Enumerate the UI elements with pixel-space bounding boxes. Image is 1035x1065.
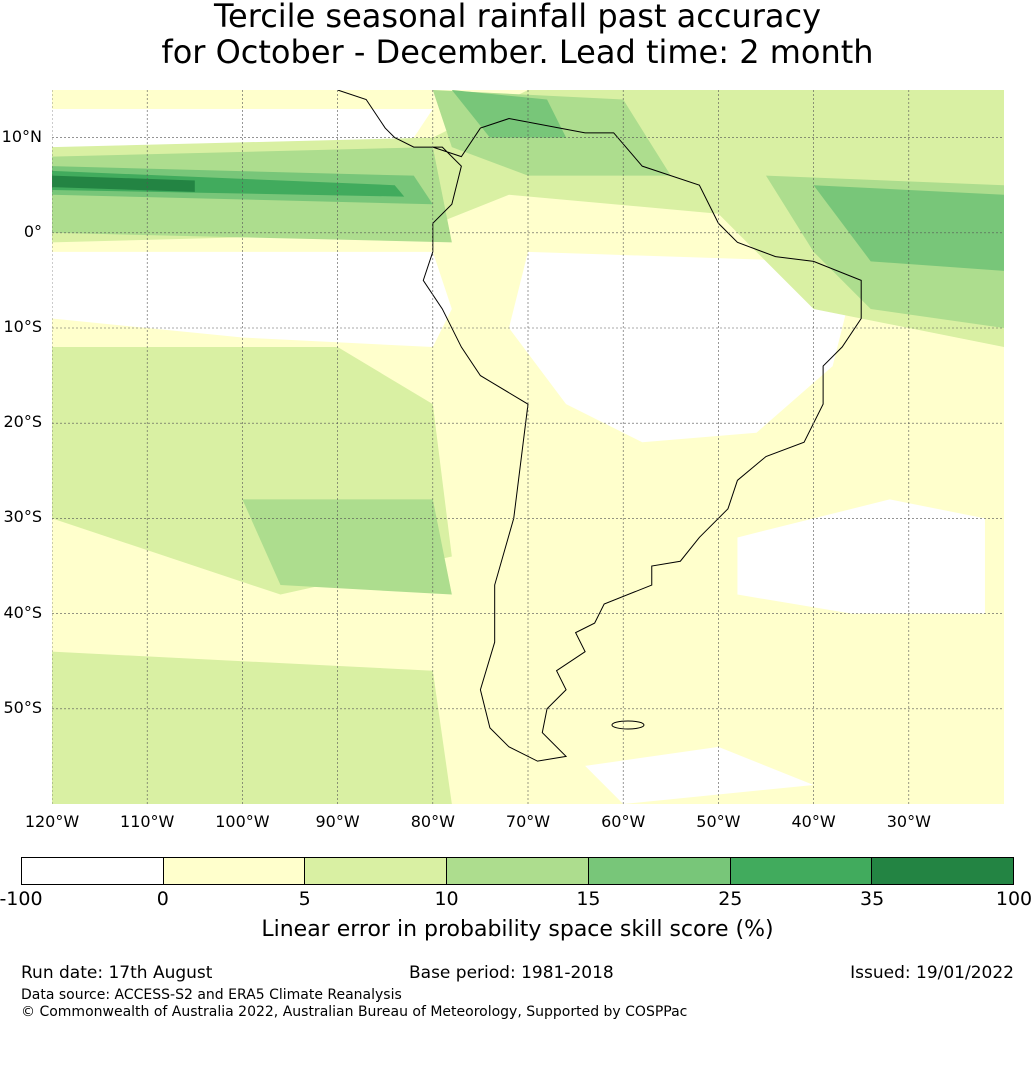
skill-patch-13: [813, 185, 1004, 271]
longitude-label: 120°W: [24, 812, 80, 831]
longitude-label: 110°W: [120, 812, 175, 831]
longitude-label: 70°W: [505, 812, 551, 831]
colorbar: [21, 857, 1014, 885]
chart-title-line2: for October - December. Lead time: 2 mon…: [161, 33, 874, 71]
skill-patch-14: [451, 90, 567, 138]
colorbar-segment: [588, 858, 731, 884]
longitude-label: 80°W: [410, 812, 455, 831]
issued-date: Issued: 19/01/2022: [850, 963, 1014, 983]
latitude-label: 30°S: [3, 507, 42, 527]
colorbar-tick-label: -100: [0, 888, 43, 910]
longitude-label: 60°W: [601, 812, 646, 831]
colorbar-tick-label: 100: [995, 888, 1033, 910]
colorbar-tick-label: 10: [434, 888, 459, 910]
longitude-label: 40°W: [791, 812, 836, 831]
base-period: Base period: 1981-2018: [409, 963, 614, 983]
south-america-coastline: [422, 118, 862, 762]
latitude-label: 0°: [23, 221, 42, 241]
latitude-label: 20°S: [3, 412, 42, 432]
colorbar-segment: [22, 858, 164, 884]
colorbar-tick-label: 15: [576, 888, 601, 910]
latitude-label: 10°S: [3, 317, 42, 336]
skill-patch-0: [52, 251, 452, 348]
chart-title-line1: Tercile seasonal rainfall past accuracy: [213, 0, 822, 35]
map-canvas: [52, 90, 1004, 804]
skill-patch-2: [737, 499, 985, 614]
skill-patch-15: [52, 170, 405, 197]
colorbar-tick-label: 0: [156, 888, 169, 910]
colorbar-label: Linear error in probability space skill …: [261, 917, 774, 942]
colorbar-segment: [447, 858, 589, 884]
skill-score-map: [52, 90, 1004, 804]
colorbar-segment: [872, 858, 1014, 884]
copyright: © Commonwealth of Australia 2022, Austra…: [21, 1004, 688, 1020]
run-date: Run date: 17th August: [21, 963, 213, 983]
falkland-islands: [611, 720, 645, 730]
skill-patch-7: [52, 651, 452, 804]
coastline: [337, 90, 862, 762]
colorbar-segment: [730, 858, 873, 884]
colorbar-segment: [163, 858, 306, 884]
skill-patch-16: [52, 175, 195, 192]
skill-patch-9: [242, 499, 452, 595]
longitude-label: 100°W: [215, 812, 270, 831]
colorbar-segment: [305, 858, 448, 884]
map-gridlines: [52, 90, 1004, 804]
colorbar-tick-label: 25: [718, 888, 743, 910]
latitude-label: 40°S: [3, 602, 42, 622]
central-america-coastline: [337, 90, 433, 148]
latitude-label: 10°N: [1, 126, 42, 146]
longitude-label: 50°W: [696, 812, 741, 831]
longitude-label: 30°W: [886, 812, 931, 831]
colorbar-tick-label: 5: [298, 888, 311, 910]
latitude-label: 50°S: [3, 697, 42, 717]
longitude-label: 90°W: [315, 812, 360, 831]
skill-patch-4: [585, 746, 814, 804]
skill-patch-1: [508, 251, 852, 443]
colorbar-tick-label: 35: [860, 888, 885, 910]
data-source: Data source: ACCESS-S2 and ERA5 Climate …: [21, 987, 402, 1003]
